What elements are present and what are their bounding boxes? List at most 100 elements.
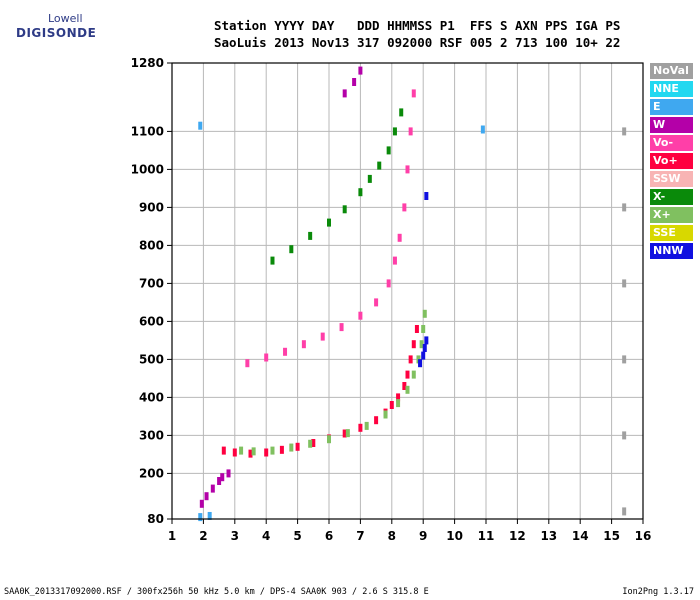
data-point — [327, 218, 331, 227]
y-tick-label: 200 — [139, 466, 164, 480]
series-x- — [270, 108, 404, 265]
y-tick-labels: 80 200 300 400 500 600 700 800 900 1000 1100 1280 — [131, 56, 164, 526]
data-point — [386, 146, 391, 155]
data-point — [352, 78, 357, 86]
data-point — [374, 416, 379, 425]
data-point — [622, 127, 627, 136]
legend-item-x-: X- — [650, 189, 693, 205]
series-nnw — [418, 192, 429, 368]
y-tick-label: 500 — [139, 352, 164, 366]
x-tick-label: 5 — [293, 529, 301, 543]
data-point — [405, 385, 410, 394]
legend-item-vo-: Vo- — [650, 135, 693, 151]
legend-item-ssw: SSW — [650, 171, 693, 187]
data-point — [342, 205, 347, 214]
data-point — [270, 256, 275, 265]
data-point — [396, 393, 401, 402]
data-point — [221, 446, 226, 455]
y-tick-label: 300 — [139, 428, 164, 442]
data-point — [402, 203, 407, 212]
data-point — [308, 231, 313, 240]
data-point — [308, 439, 313, 448]
data-point — [411, 89, 416, 98]
legend-item-x-: X+ — [650, 207, 693, 223]
data-point — [339, 323, 344, 332]
data-point — [364, 421, 369, 430]
data-point — [283, 347, 288, 356]
data-point — [342, 89, 347, 98]
series-w — [199, 66, 363, 508]
data-point — [239, 446, 244, 455]
data-point — [392, 256, 397, 265]
legend-item-w: W — [650, 117, 693, 133]
data-point — [264, 353, 269, 362]
x-tick-label: 2 — [199, 529, 207, 543]
data-point — [418, 359, 423, 368]
header-line-1: Station YYYY DAY DDD HHMMSS P1 FFS S AXN… — [214, 18, 621, 33]
legend-item-noval: NoVal — [650, 63, 693, 79]
legend-item-vo-: Vo+ — [650, 153, 693, 169]
data-point — [289, 245, 294, 254]
x-tick-label: 8 — [388, 529, 396, 543]
header-line-2: SaoLuis 2013 Nov13 317 092000 RSF 005 2 … — [214, 35, 621, 50]
data-point — [377, 161, 382, 170]
x-tick-label: 13 — [540, 529, 557, 543]
y-tick-label: 1280 — [131, 56, 164, 70]
x-tick-label: 1 — [168, 529, 176, 543]
data-point — [342, 429, 347, 438]
data-point — [408, 127, 413, 136]
data-point — [422, 344, 427, 352]
x-tick-labels: 1 2 3 4 5 6 7 8 9 10 11 12 13 14 15 16 — [168, 529, 652, 543]
series-x- — [239, 309, 427, 456]
data-point — [383, 410, 388, 419]
plot-frame — [171, 62, 644, 520]
data-point — [248, 449, 253, 458]
series-layer — [198, 66, 627, 522]
legend-item-nnw: NNW — [650, 243, 693, 259]
series-noval — [622, 127, 627, 516]
y-tick-label: 80 — [147, 512, 164, 526]
data-point — [204, 492, 209, 501]
footer-info: SAA0K_2013317092000.RSF / 300fx256h 50 k… — [4, 587, 429, 597]
data-point — [251, 447, 256, 456]
data-point — [622, 431, 627, 440]
data-point — [264, 448, 269, 457]
data-point — [622, 279, 627, 288]
x-tick-label: 11 — [478, 529, 495, 543]
footer-version: Ion2Png 1.3.17 — [622, 587, 694, 597]
x-tick-label: 7 — [356, 529, 364, 543]
data-point — [210, 484, 215, 493]
data-point — [392, 127, 397, 136]
data-point — [295, 442, 300, 451]
digisonde-logo: Lowell DIGISONDE — [8, 8, 98, 48]
data-point — [402, 382, 407, 390]
x-tick-label: 16 — [635, 529, 652, 543]
data-point — [411, 340, 416, 349]
y-tick-label: 700 — [139, 276, 164, 290]
data-point — [386, 279, 391, 288]
legend-item-e: E — [650, 99, 693, 115]
data-point — [405, 165, 410, 174]
data-point — [220, 473, 225, 482]
series-vo- — [221, 325, 419, 458]
x-tick-label: 6 — [325, 529, 333, 543]
legend-item-sse: SSE — [650, 225, 693, 241]
data-point — [414, 325, 419, 333]
data-point — [311, 439, 316, 447]
y-tick-label: 400 — [139, 390, 164, 404]
data-point — [622, 355, 627, 364]
data-point — [358, 188, 363, 197]
data-point — [358, 66, 363, 75]
y-tick-label: 1100 — [131, 124, 164, 138]
data-point — [301, 340, 306, 349]
data-point — [411, 370, 416, 379]
data-point — [217, 477, 222, 485]
data-point — [480, 125, 485, 134]
data-point — [397, 233, 402, 242]
plot-grid — [167, 62, 644, 524]
data-point — [419, 340, 424, 349]
series-vo- — [245, 89, 416, 368]
legend: NoVal NNE E W Vo- Vo+ SSW X- X+ SSE NNW — [650, 63, 693, 261]
data-point — [345, 429, 350, 438]
